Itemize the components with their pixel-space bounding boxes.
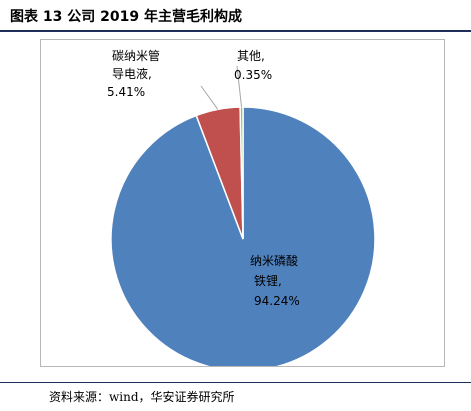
slice-label-other-line-1: 其他, — [237, 49, 265, 63]
pie-chart: 纳米磷酸 铁锂, 94.24% 碳纳米管 导电液, 5.41% 其他, 0.35… — [107, 48, 376, 366]
slice-label-cnt-paste: 碳纳米管 导电液, 5.41% — [107, 48, 164, 99]
leader-lines — [200, 65, 243, 110]
slice-label-other: 其他, 0.35% — [234, 49, 272, 82]
figure-title: 图表 13 公司 2019 年主营毛利构成 — [10, 9, 242, 25]
slice-value-other: 0.35% — [234, 68, 272, 82]
pie-slices — [110, 106, 376, 366]
footer-rule — [0, 382, 471, 383]
slice-label-cnt-paste-line-2: 导电液, — [112, 66, 152, 81]
slice-label-nano-lfp: 纳米磷酸 铁锂, 94.24% — [250, 253, 302, 308]
source-note: 资料来源：wind，华安证券研究所 — [49, 390, 235, 404]
slice-label-cnt-paste-line-1: 碳纳米管 — [112, 48, 160, 63]
pie-slice-nano-lfp — [110, 106, 376, 366]
title-rule — [0, 30, 471, 32]
slice-value-nano-lfp: 94.24% — [254, 294, 300, 308]
leader-line-other — [236, 65, 243, 108]
chart-frame: 纳米磷酸 铁锂, 94.24% 碳纳米管 导电液, 5.41% 其他, 0.35… — [40, 39, 445, 367]
slice-label-nano-lfp-line-1: 纳米磷酸 — [250, 253, 298, 268]
slice-value-cnt-paste: 5.41% — [107, 85, 145, 99]
leader-line-cnt-paste — [200, 85, 219, 110]
slice-label-nano-lfp-line-2: 铁锂, — [254, 273, 282, 288]
